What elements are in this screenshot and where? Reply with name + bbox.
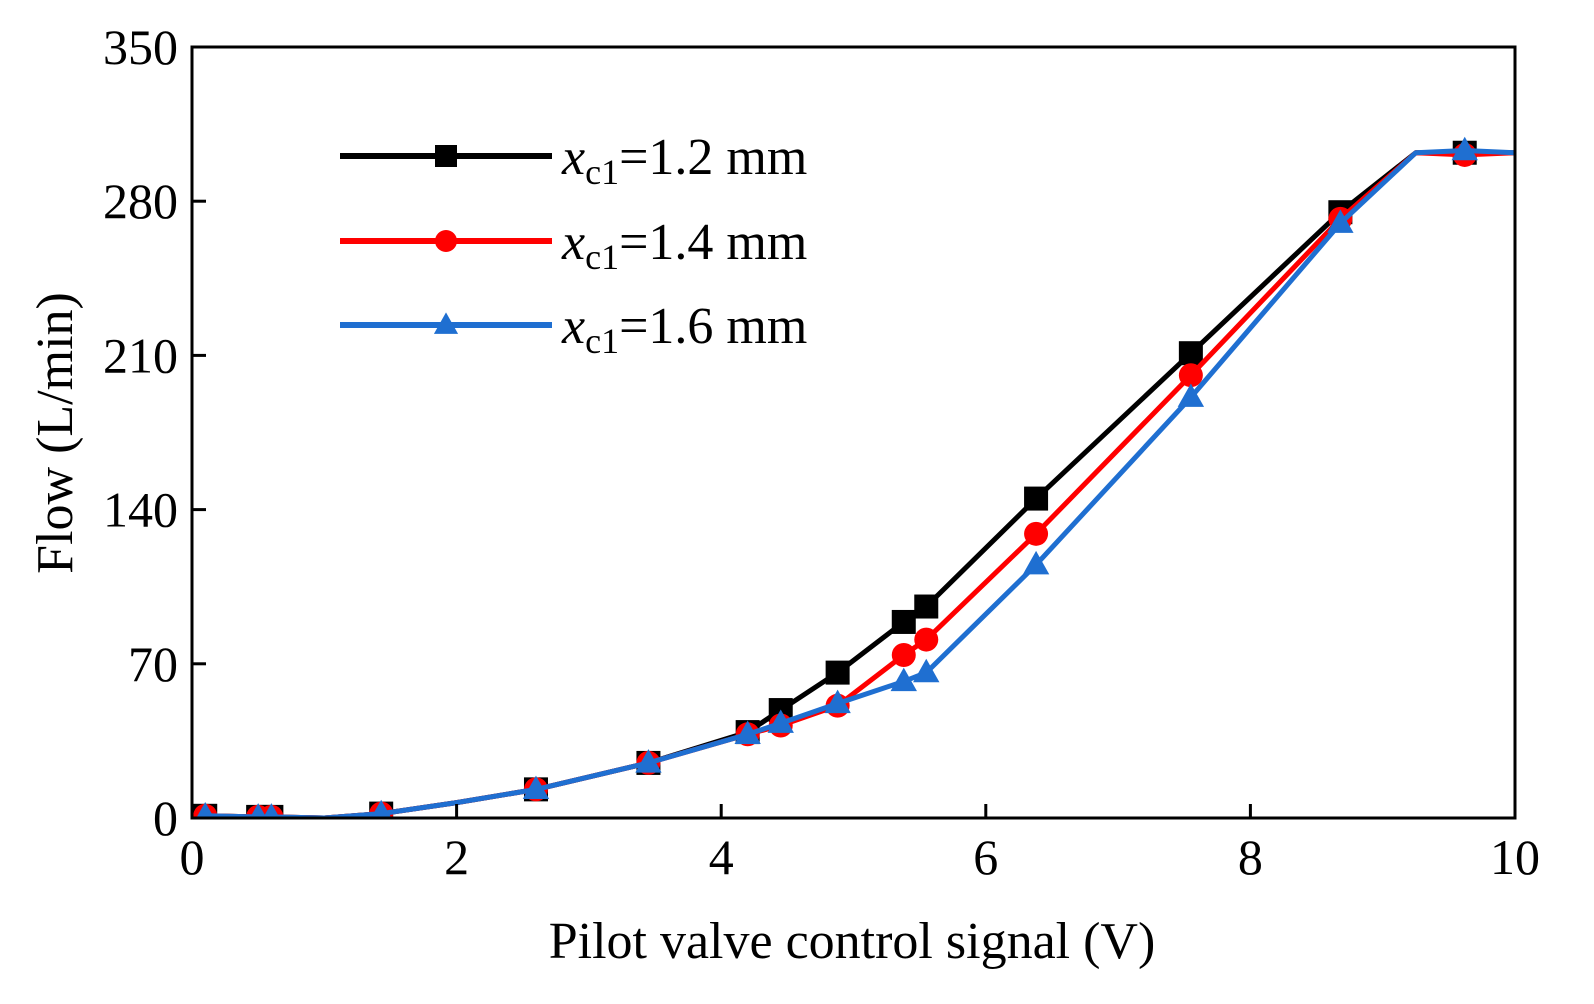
legend-label: xc1=1.4 mm [561,214,807,277]
data-point [370,799,392,818]
axes-frame [190,45,1517,820]
x-tick-label: 2 [444,829,469,885]
data-point [1024,521,1049,546]
y-tick-label: 350 [103,19,178,75]
legend-label: xc1=1.6 mm [561,298,807,361]
x-tick-label: 8 [1238,829,1263,885]
legend-item-3: xc1=1.6 mm [340,298,807,361]
legend-marker [435,230,457,252]
data-point [824,689,851,714]
data-point [913,658,940,683]
data-point [635,749,662,773]
data-point [914,594,939,619]
data-point [891,609,916,634]
axes-layer: 0 2 4 6 8 10 0 70 140 210 280 350 [103,19,1540,885]
x-tick-label: 4 [709,829,734,885]
data-point [767,709,794,733]
y-axis-label: Flow (L/min) [27,292,84,574]
data-point [249,803,267,818]
y-tick-label: 140 [103,482,178,538]
plot-area [192,47,1515,818]
legend-item-1: xc1=1.2 mm [340,129,807,192]
data-point [1178,341,1203,366]
y-tick-label: 210 [103,327,178,383]
legend-label: xc1=1.2 mm [561,129,807,192]
x-tick-label: 0 [180,829,205,885]
data-point [196,801,215,818]
y-tick-label: 280 [103,173,178,229]
y-tick-label: 70 [128,636,178,692]
legend-marker [433,312,459,334]
series-layer [193,136,1515,818]
series-3 [196,136,1515,818]
plot-background [192,47,1515,818]
data-point [522,775,550,800]
legend-item-2: xc1=1.4 mm [340,214,807,277]
data-point [1327,209,1354,233]
data-point [262,803,280,818]
data-point [734,720,761,744]
y-tick-label: 0 [153,790,178,846]
data-point [1022,550,1050,575]
data-point [1177,383,1205,407]
legend-marker [435,145,457,167]
data-point [914,627,939,652]
data-point [1178,363,1203,388]
data-point [890,667,917,692]
data-point [1451,136,1478,161]
x-axis-label: Pilot valve control signal (V) [549,913,1156,970]
x-tick-label: 6 [973,829,998,885]
legend: xc1=1.2 mm xc1=1.4 mm xc1=1.6 mm [340,129,807,361]
data-point [825,660,850,685]
x-tick-label: 10 [1490,829,1540,885]
data-point [1024,486,1049,511]
data-point [891,642,916,667]
